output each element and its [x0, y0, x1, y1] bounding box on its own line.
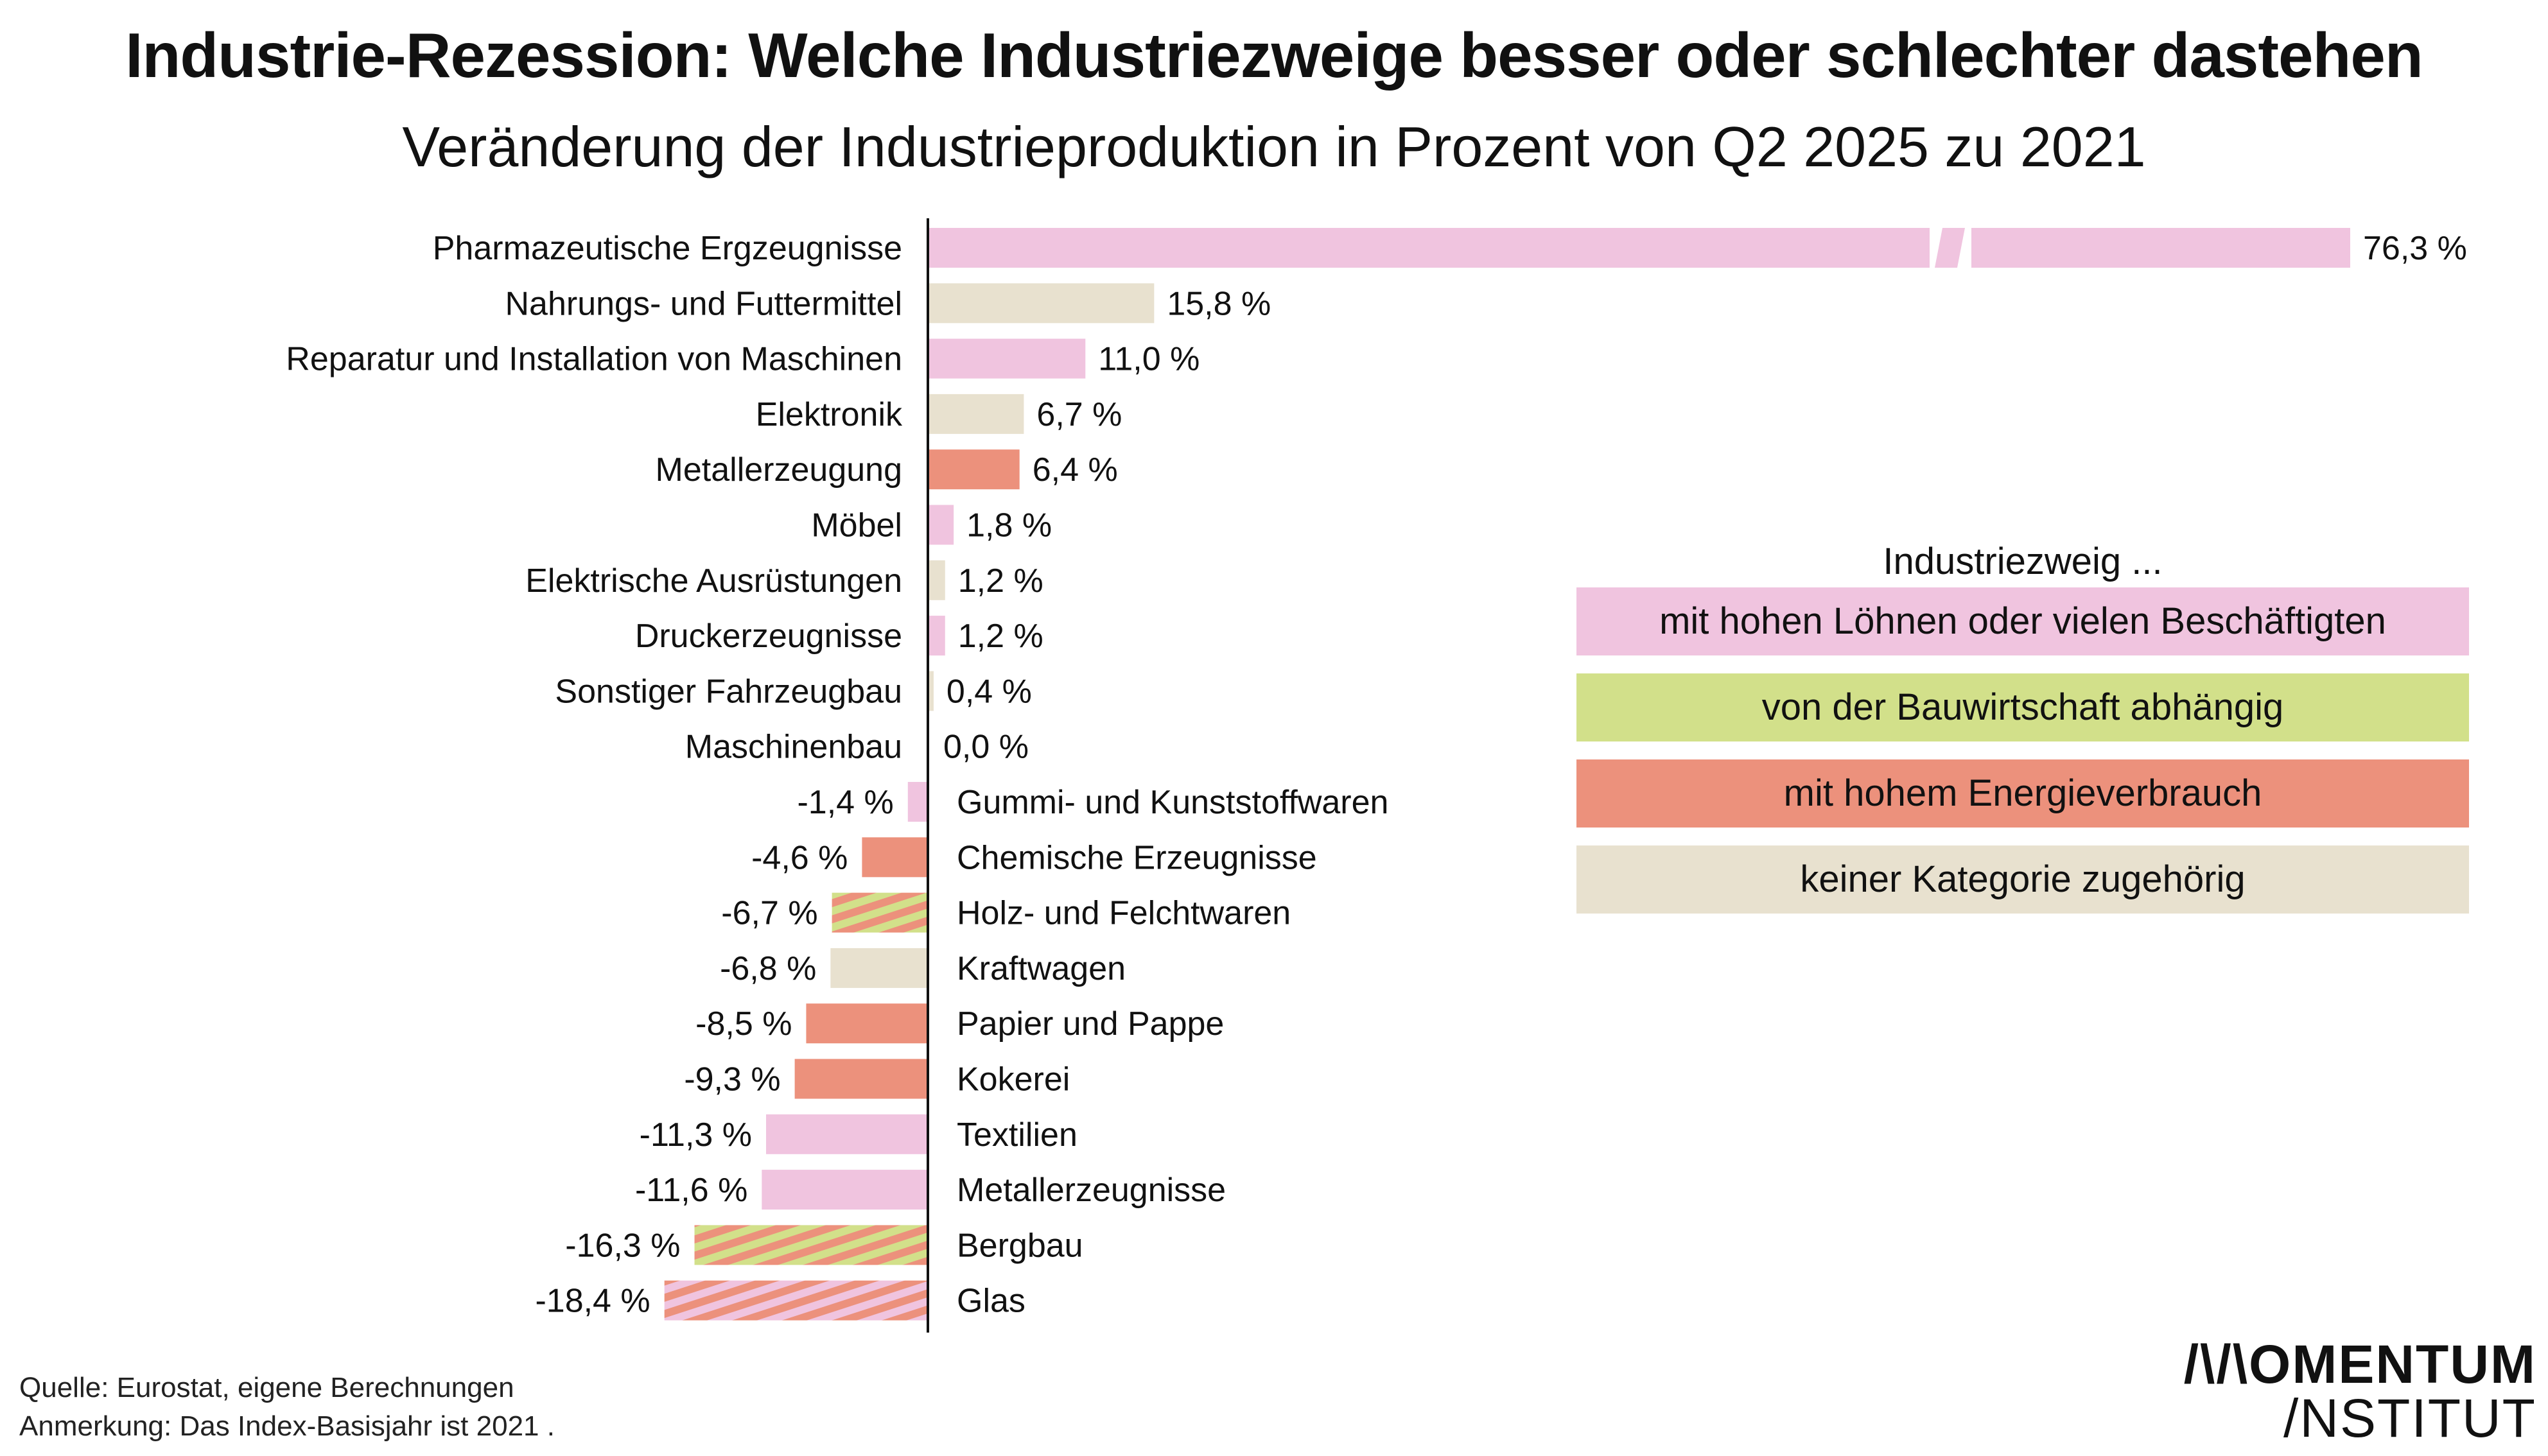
bar — [907, 782, 928, 822]
bar — [928, 228, 1930, 268]
bar — [928, 616, 945, 656]
momentum-institut-logo: /\/\OMENTUM /NSTITUT — [2138, 1337, 2536, 1445]
bar-break-mark — [1935, 228, 1965, 268]
bar-segment — [1971, 228, 2350, 268]
value-label: 0,0 % — [943, 729, 1029, 766]
logo-line-2: /NSTITUT — [2283, 1388, 2536, 1448]
bar — [766, 1114, 928, 1154]
legend-label: mit hohen Löhnen oder vielen Beschäftigt… — [1659, 600, 2386, 642]
category-label: Metallerzeugnisse — [957, 1172, 1226, 1209]
bar — [928, 671, 934, 711]
value-label: 6,7 % — [1036, 396, 1122, 433]
value-label: -18,4 % — [535, 1283, 650, 1320]
legend-item-energy: mit hohem Energieverbrauch — [1576, 759, 2469, 828]
value-label: -8,5 % — [695, 1005, 792, 1043]
chart-subtitle: Veränderung der Industrieproduktion in P… — [402, 115, 2146, 178]
legend-item-high-wages: mit hohen Löhnen oder vielen Beschäftigt… — [1576, 587, 2469, 655]
value-label: -6,8 % — [720, 950, 816, 987]
legend-label: keiner Kategorie zugehörig — [1800, 858, 2246, 900]
bar — [928, 394, 1024, 434]
chart-title: Industrie-Rezession: Welche Industriezwe… — [125, 20, 2423, 91]
bar — [928, 560, 945, 600]
value-label: -16,3 % — [565, 1227, 680, 1264]
category-label: Nahrungs- und Futtermittel — [505, 285, 903, 322]
value-label: 76,3 % — [2363, 230, 2467, 267]
value-label: -11,3 % — [640, 1116, 752, 1154]
category-label: Kraftwagen — [957, 950, 1126, 987]
note-text: Anmerkung: Das Index-Basisjahr ist 2021 … — [19, 1410, 555, 1442]
category-label: Bergbau — [957, 1227, 1083, 1264]
category-label: Möbel — [811, 507, 902, 544]
value-label: -6,7 % — [721, 895, 817, 932]
legend-item-none: keiner Kategorie zugehörig — [1576, 845, 2469, 914]
bar — [762, 1170, 928, 1210]
legend-item-construction: von der Bauwirtschaft abhängig — [1576, 673, 2469, 741]
category-label: Textilien — [957, 1116, 1078, 1154]
value-label: -11,6 % — [635, 1172, 747, 1209]
category-label: Holz- und Felchtwaren — [957, 895, 1291, 932]
value-label: -1,4 % — [797, 784, 893, 821]
bar — [794, 1059, 928, 1099]
bar — [830, 948, 928, 988]
category-label: Gummi- und Kunststoffwaren — [957, 784, 1388, 821]
logo-line-1: /\/\OMENTUM — [2183, 1334, 2536, 1394]
legend-label: mit hohem Energieverbrauch — [1783, 772, 2262, 814]
category-label: Glas — [957, 1283, 1025, 1320]
category-label: Maschinenbau — [685, 729, 902, 766]
value-label: -4,6 % — [751, 839, 848, 876]
category-label: Druckerzeugnisse — [635, 618, 902, 655]
category-label: Elektronik — [756, 396, 903, 433]
bar — [694, 1225, 928, 1265]
bar — [806, 1003, 928, 1044]
value-label: 0,4 % — [947, 673, 1032, 710]
category-label: Kokerei — [957, 1061, 1070, 1098]
category-label: Elektrische Ausrüstungen — [525, 562, 902, 600]
value-label: 11,0 % — [1098, 341, 1200, 378]
value-label: 15,8 % — [1167, 285, 1271, 322]
bar — [928, 338, 1086, 379]
value-label: -9,3 % — [684, 1061, 780, 1098]
value-label: 1,2 % — [958, 562, 1043, 600]
legend-label: von der Bauwirtschaft abhängig — [1761, 686, 2284, 728]
legend-title: Industriezweig ... — [1883, 541, 2163, 582]
category-label: Metallerzeugung — [656, 451, 902, 489]
source-note: Quelle: Eurostat, eigene Berechnungen An… — [19, 1369, 555, 1446]
category-label: Sonstiger Fahrzeugbau — [555, 673, 902, 710]
legend: Industriezweig ... mit hohen Löhnen oder… — [1576, 536, 2469, 932]
source-text: Quelle: Eurostat, eigene Berechnungen — [19, 1372, 514, 1403]
category-label: Papier und Pappe — [957, 1005, 1224, 1043]
value-label: 1,2 % — [958, 618, 1043, 655]
bar — [928, 505, 954, 545]
value-label: 6,4 % — [1033, 451, 1118, 489]
value-label: 1,8 % — [966, 507, 1052, 544]
bar — [664, 1280, 928, 1321]
bar — [862, 837, 928, 878]
category-label: Reparatur und Installation von Maschinen — [286, 341, 902, 378]
bar-chart: Pharmazeutische Ergzeugnisse 76,3 % Nahrun… — [286, 218, 2467, 1333]
category-label: Pharmazeutische Ergzeugnisse — [433, 230, 902, 267]
category-label: Chemische Erzeugnisse — [957, 839, 1317, 876]
bar — [928, 283, 1155, 324]
bar — [832, 892, 928, 933]
bar — [928, 449, 1020, 490]
